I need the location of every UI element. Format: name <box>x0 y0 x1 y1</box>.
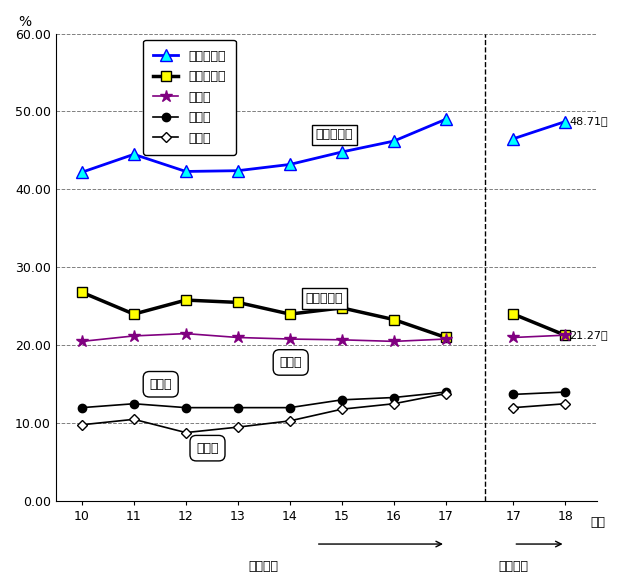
Text: 21.27％: 21.27％ <box>570 331 608 340</box>
Legend: 義務的経費, 投資的経費, 人件費, 公債費, 扶助費: 義務的経費, 投資的経費, 人件費, 公債費, 扶助費 <box>143 40 236 155</box>
Text: 義務的経費: 義務的経費 <box>316 128 353 142</box>
Text: %: % <box>18 15 31 29</box>
Text: 新浜松市: 新浜松市 <box>498 560 528 573</box>
Text: 旧浜松市: 旧浜松市 <box>248 560 278 573</box>
Text: 投資的経費: 投資的経費 <box>305 292 343 305</box>
Text: 48.71％: 48.71％ <box>570 116 608 126</box>
Text: 公債費: 公債費 <box>150 378 172 391</box>
Text: 扶助費: 扶助費 <box>197 442 218 455</box>
Text: 人件費: 人件費 <box>279 356 302 369</box>
Text: 年度: 年度 <box>590 517 605 529</box>
